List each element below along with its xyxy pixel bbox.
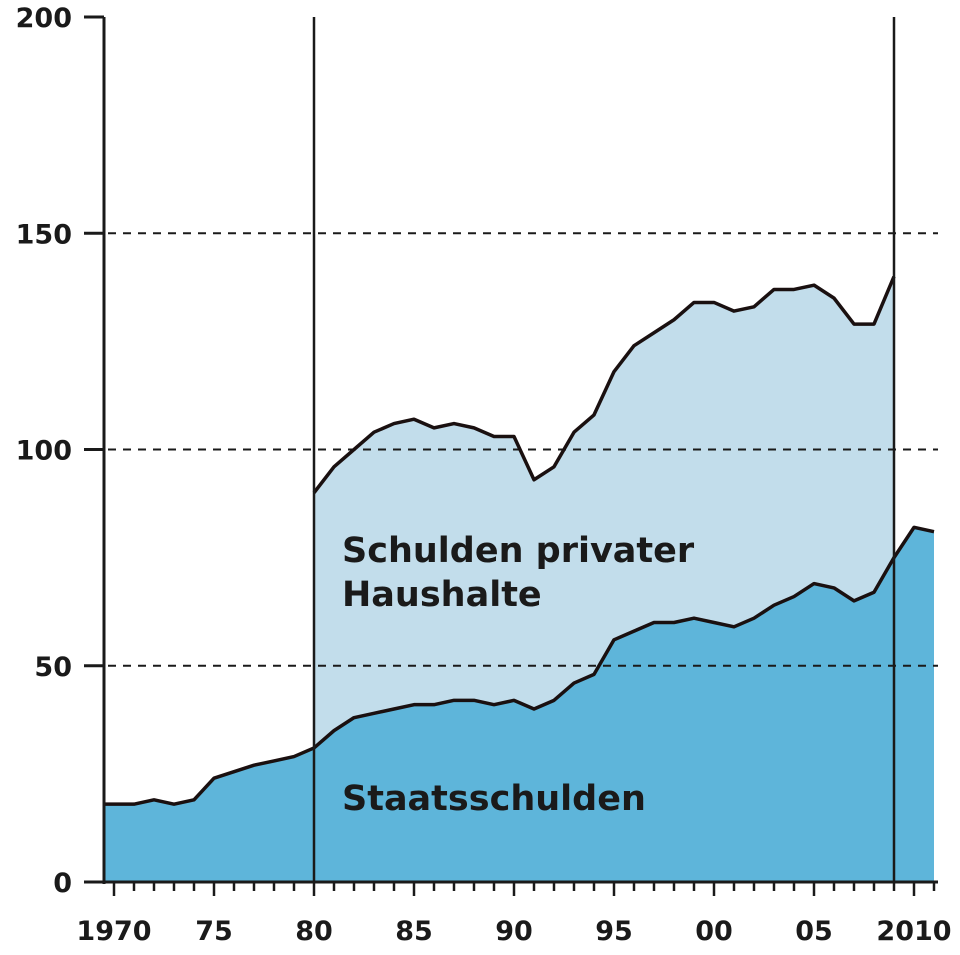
series-label-private-line2: Haushalte xyxy=(342,575,542,615)
area-staatsschulden xyxy=(104,527,934,882)
grid-layer xyxy=(108,232,938,667)
series-label-private-line1: Schulden privater xyxy=(342,531,695,571)
y-tick-label-200: 200 xyxy=(16,3,72,34)
x-tick-label-2005: 05 xyxy=(795,916,833,947)
area-layer xyxy=(104,276,934,882)
y-tick-label-50: 50 xyxy=(34,652,72,683)
x-tick-label-2010: 2010 xyxy=(876,916,951,947)
x-tick-label-1975: 75 xyxy=(195,916,233,947)
line-staatsschulden xyxy=(104,525,935,806)
line-private-debt xyxy=(312,275,896,494)
line-layer xyxy=(104,17,935,882)
x-tick-label-1985: 85 xyxy=(395,916,433,947)
x-tick-label-2000: 00 xyxy=(695,916,733,947)
x-tick-label-1970: 1970 xyxy=(76,916,151,947)
axis-layer: 0 50 100 150 200 1970 75 80 85 90 95 00 05 2010 xyxy=(16,3,952,947)
y-tick-label-0: 0 xyxy=(53,868,72,899)
x-tick-label-1995: 95 xyxy=(595,916,633,947)
x-tick-label-1990: 90 xyxy=(495,916,533,947)
series-label-staat: Staatsschulden xyxy=(342,779,646,819)
x-tick-label-1980: 80 xyxy=(295,916,333,947)
area-private-debt xyxy=(314,276,894,748)
label-layer: Schulden privater Haushalte Staatsschuld… xyxy=(342,531,695,819)
y-tick-label-150: 150 xyxy=(16,219,72,250)
y-tick-label-100: 100 xyxy=(16,436,72,467)
